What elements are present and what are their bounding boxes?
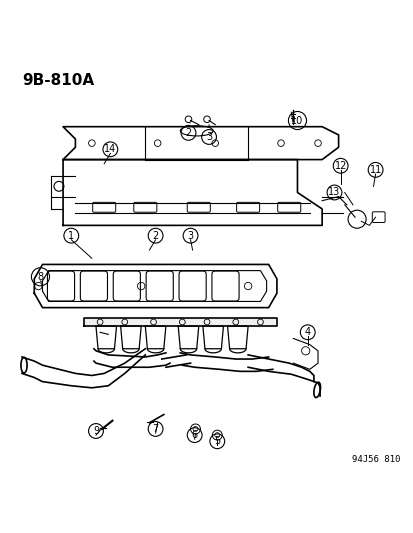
Polygon shape: [83, 318, 276, 326]
Text: 5: 5: [214, 437, 220, 446]
Text: 2: 2: [152, 231, 158, 241]
Text: 8: 8: [37, 272, 43, 282]
Text: 1: 1: [68, 231, 74, 241]
Text: 12: 12: [334, 161, 346, 171]
Text: 13: 13: [328, 188, 340, 198]
Text: 6: 6: [191, 430, 197, 440]
Text: 3: 3: [206, 132, 211, 142]
Text: 3: 3: [187, 231, 193, 241]
Text: 10: 10: [291, 116, 303, 125]
Text: 14: 14: [104, 144, 116, 154]
Text: 2: 2: [185, 128, 191, 138]
Text: 9B-810A: 9B-810A: [22, 73, 94, 88]
Text: 9: 9: [93, 426, 99, 436]
Text: 11: 11: [368, 165, 381, 175]
Text: 7: 7: [152, 424, 158, 434]
Text: 4: 4: [304, 327, 310, 337]
Text: 94J56 810: 94J56 810: [351, 455, 399, 464]
